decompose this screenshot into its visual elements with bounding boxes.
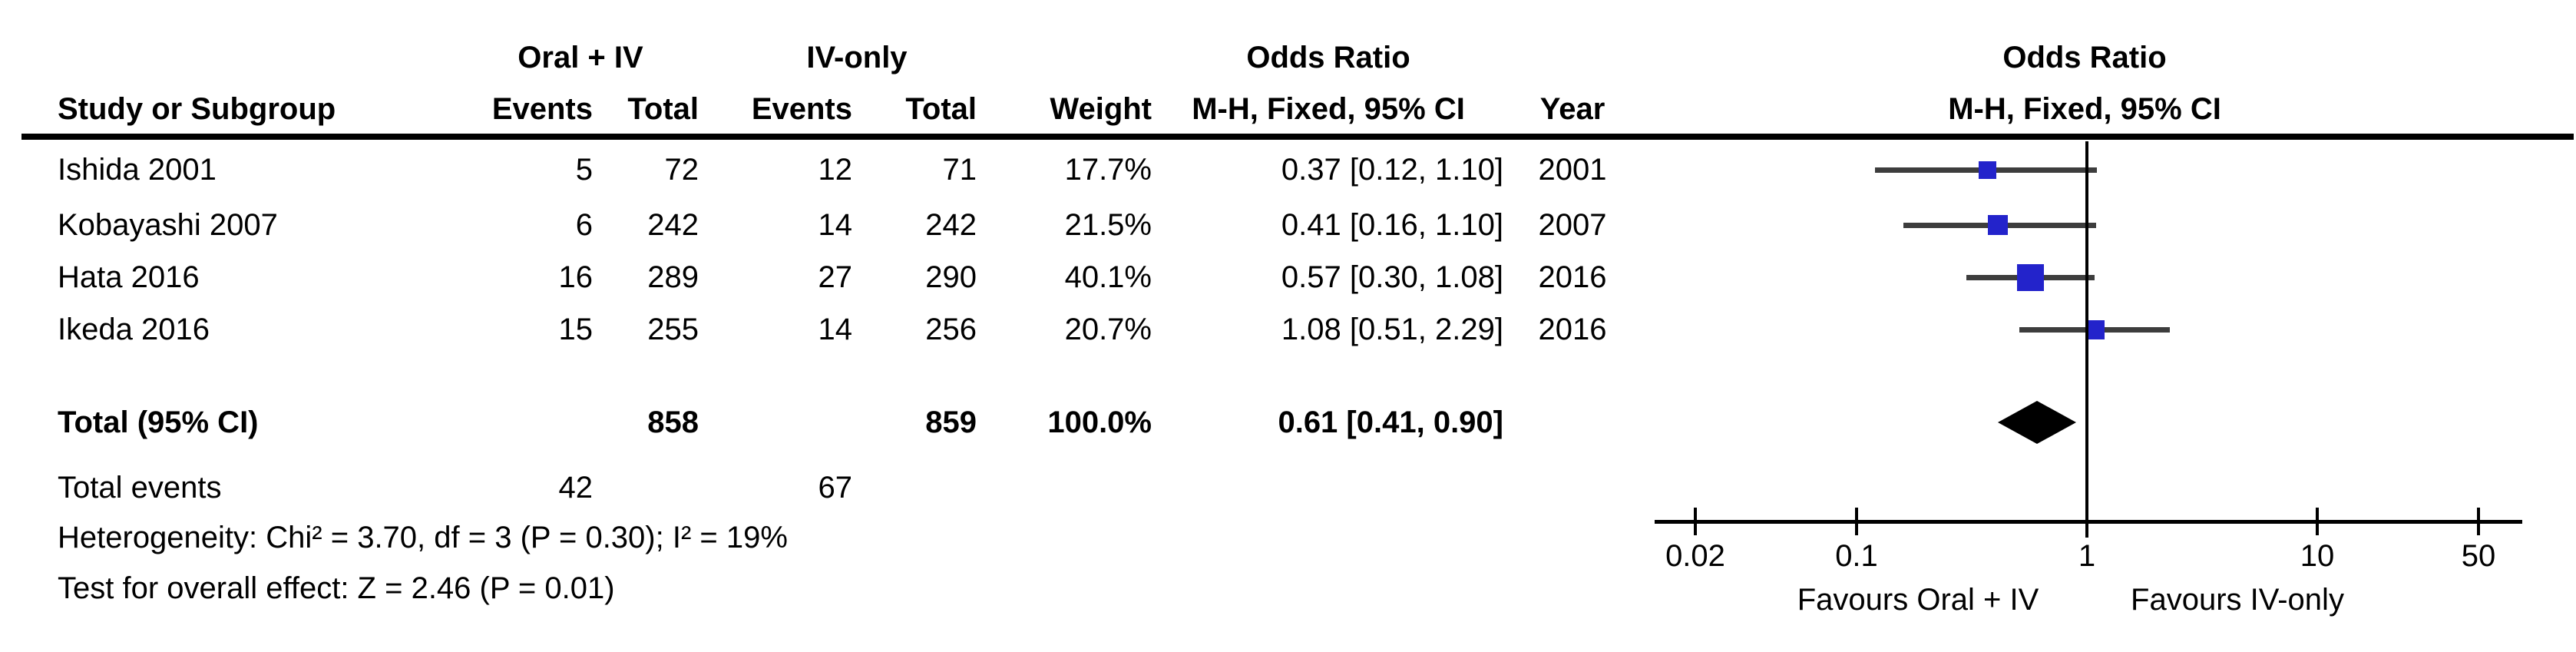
study-total-iv-only: 71 [942,153,977,187]
x-axis-line [1655,520,2522,524]
study-weight: 17.7% [1064,153,1152,187]
axis-tick-label: 50 [2461,539,2496,573]
axis-tick [2477,508,2480,535]
total-events-label: Total events [58,471,222,505]
effect-square [1988,215,2008,235]
study-year: 2007 [1538,208,1607,242]
null-effect-line [2085,141,2088,538]
study-events-oral-iv: 16 [558,260,594,294]
group-header-iv-only: IV-only [806,41,908,74]
col-header-total-left: Total [627,92,699,126]
effect-square [2085,320,2105,339]
study-weight: 21.5% [1064,208,1152,242]
heterogeneity-stats: Heterogeneity: Chi² = 3.70, df = 3 (P = … [58,521,788,554]
plot-subtitle: M-H, Fixed, 95% CI [1948,92,2221,126]
study-events-iv-only: 27 [818,260,853,294]
axis-tick-label: 10 [2300,539,2335,573]
study-total-oral-iv: 242 [647,208,699,242]
axis-tick [2085,508,2088,535]
axis-tick-label: 0.02 [1665,539,1725,573]
study-year: 2001 [1538,153,1607,187]
study-total-iv-only: 290 [925,260,977,294]
study-ci-text: 0.57 [0.30, 1.08] [1281,260,1503,294]
col-header-year: Year [1539,92,1605,126]
col-header-total-right: Total [905,92,977,126]
axis-tick [1855,508,1858,535]
study-total-iv-only: 242 [925,208,977,242]
study-ci-text: 0.37 [0.12, 1.10] [1281,153,1503,187]
or-column-title: Odds Ratio [1246,41,1410,74]
study-events-oral-iv: 15 [558,313,594,346]
effect-square [2017,264,2044,291]
total-events-events1: 42 [558,471,594,505]
study-name: Hata 2016 [58,260,200,294]
study-events-iv-only: 14 [818,208,853,242]
study-year: 2016 [1538,260,1607,294]
axis-tick [1694,508,1697,535]
axis-tick-label: 0.1 [1835,539,1878,573]
favours-left-label: Favours Oral + IV [1797,583,2039,617]
total-row-label: Total (95% CI) [58,405,259,439]
plot-title: Odds Ratio [2002,41,2167,74]
col-header-events-left: Events [491,92,593,126]
col-header-or-ci: M-H, Fixed, 95% CI [1192,92,1465,126]
total-row-total2: 859 [925,405,977,439]
study-weight: 40.1% [1064,260,1152,294]
total-row-weight: 100.0% [1047,405,1152,439]
study-events-iv-only: 12 [818,153,853,187]
effect-square [1979,161,1996,179]
group-header-oral-iv: Oral + IV [518,41,643,74]
study-ci-text: 1.08 [0.51, 2.29] [1281,313,1503,346]
study-name: Ikeda 2016 [58,313,210,346]
study-events-oral-iv: 6 [575,208,593,242]
total-events-events2: 67 [818,471,853,505]
total-row-total1: 858 [647,405,699,439]
summary-diamond [1998,401,2076,444]
study-ci-text: 0.41 [0.16, 1.10] [1281,208,1503,242]
study-name: Kobayashi 2007 [58,208,278,242]
col-header-events-right: Events [751,92,852,126]
header-divider-line [21,134,2574,140]
study-weight: 20.7% [1064,313,1152,346]
total-row-ci: 0.61 [0.41, 0.90] [1278,405,1503,439]
study-total-oral-iv: 289 [647,260,699,294]
study-total-iv-only: 256 [925,313,977,346]
study-total-oral-iv: 255 [647,313,699,346]
study-year: 2016 [1538,313,1607,346]
study-total-oral-iv: 72 [664,153,699,187]
study-events-iv-only: 14 [818,313,853,346]
col-header-study: Study or Subgroup [58,92,336,126]
axis-tick [2316,508,2319,535]
study-events-oral-iv: 5 [575,153,593,187]
overall-effect-test: Test for overall effect: Z = 2.46 (P = 0… [58,571,615,605]
axis-tick-label: 1 [2078,539,2096,573]
study-name: Ishida 2001 [58,153,217,187]
col-header-weight: Weight [1050,92,1152,126]
favours-right-label: Favours IV-only [2131,583,2344,617]
